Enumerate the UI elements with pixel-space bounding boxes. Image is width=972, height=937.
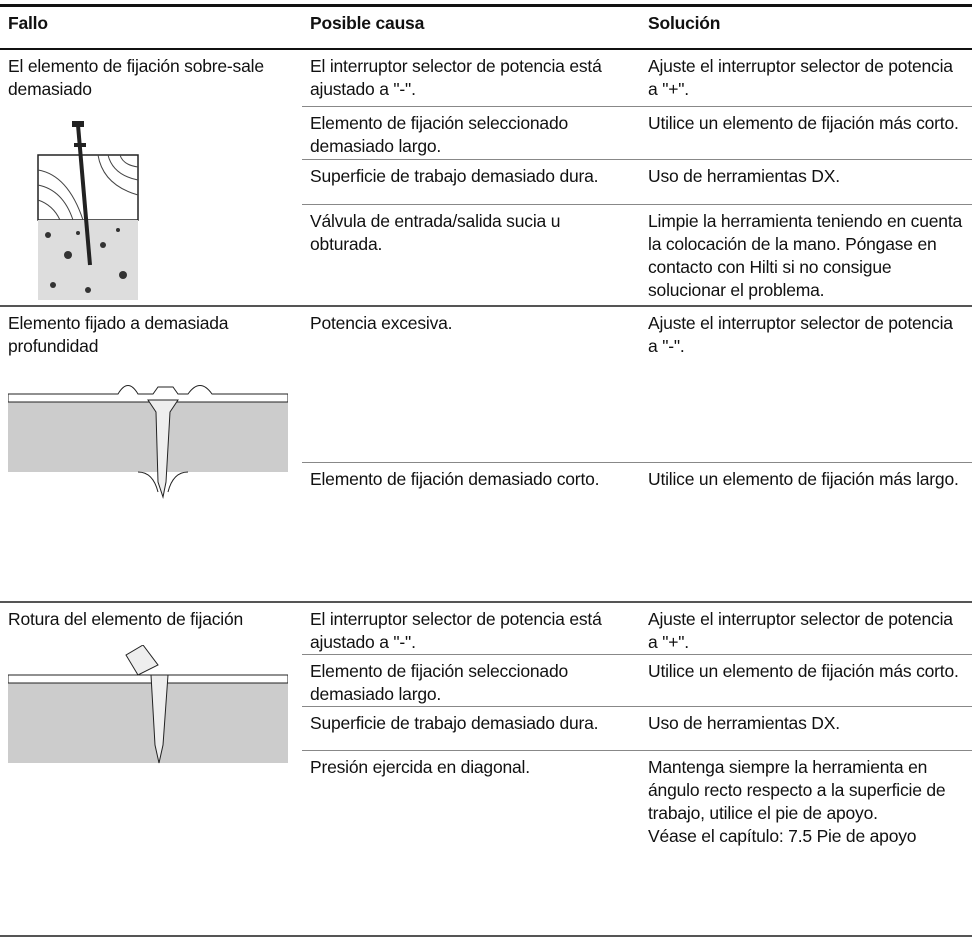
cause-cell: Superficie de trabajo demasiado dura. bbox=[302, 159, 640, 206]
illustration bbox=[8, 385, 288, 499]
solution-text: Utilice un elemento de fijación más cort… bbox=[648, 112, 959, 133]
cause-cell: El interruptor selector de potencia está… bbox=[302, 602, 640, 655]
header-cell: Fallo bbox=[0, 5, 302, 50]
cause-text: Potencia excesiva. bbox=[310, 313, 453, 333]
header-cell: Posible causa bbox=[302, 5, 640, 50]
solution-cell: Ajuste el interruptor selector de potenc… bbox=[640, 49, 972, 107]
table-row: Válvula de entrada/salida sucia u obtura… bbox=[0, 204, 972, 308]
fault-cell: Elemento fijado a demasiada profundidad bbox=[0, 306, 302, 603]
solution-cell: Uso de herramientas DX. bbox=[640, 706, 972, 751]
solution-cell: Uso de herramientas DX. bbox=[640, 159, 972, 206]
table-row: Elemento de fijación seleccionado demasi… bbox=[0, 654, 972, 707]
solution-text: Ajuste el interruptor selector de potenc… bbox=[648, 313, 953, 356]
cause-cell: Elemento de fijación seleccionado demasi… bbox=[302, 106, 640, 161]
table-row: Elemento fijado a demasiada profundidad … bbox=[0, 306, 972, 603]
table-row: Superficie de trabajo demasiado dura. Uso… bbox=[0, 159, 972, 206]
table-row: Superficie de trabajo demasiado dura. Uso… bbox=[0, 706, 972, 751]
header-row: Fallo Posible causa Solución bbox=[0, 5, 972, 50]
cause-text: Superficie de trabajo demasiado dura. bbox=[310, 713, 599, 733]
solution-cell: Ajuste el interruptor selector de potenc… bbox=[640, 306, 972, 463]
cause-text: Válvula de entrada/salida sucia u obtura… bbox=[310, 211, 561, 255]
cause-text: El interruptor selector de potencia está… bbox=[310, 609, 602, 652]
illustration bbox=[37, 121, 139, 300]
solution-text: Utilice un elemento de fijación más cort… bbox=[648, 661, 959, 681]
cause-text: Elemento de fijación demasiado corto. bbox=[310, 468, 600, 489]
solution-cell: Ajuste el interruptor selector de potenc… bbox=[640, 602, 972, 655]
solution-cell: Utilice un elemento de fijación más cort… bbox=[640, 654, 972, 707]
solution-text: Uso de herramientas DX. bbox=[648, 713, 840, 733]
table-row: Elemento de fijación seleccionado demasi… bbox=[0, 106, 972, 161]
table-body: El elemento de fijación sobre-sale demas… bbox=[0, 49, 972, 937]
solution-cell: Utilice un elemento de fijación más cort… bbox=[640, 106, 972, 161]
cause-text: Superficie de trabajo demasiado dura. bbox=[310, 166, 599, 187]
cause-text: Elemento de fijación seleccionado demasi… bbox=[310, 661, 569, 704]
cause-cell: El interruptor selector de potencia está… bbox=[302, 49, 640, 107]
solution-text: Limpie la herramienta teniendo en cuenta… bbox=[648, 211, 963, 301]
cause-text: Presión ejercida en diagonal. bbox=[310, 757, 530, 777]
fault-text: El elemento de fijación sobre-sale demas… bbox=[8, 56, 264, 99]
page: Fallo Posible causa Solución El elemento… bbox=[0, 4, 972, 937]
cause-text: Elemento de fijación seleccionado demasi… bbox=[310, 112, 569, 156]
illustration bbox=[8, 645, 288, 764]
fault-cell: Rotura del elemento de fijación bbox=[0, 602, 302, 937]
solution-text: Ajuste el interruptor selector de potenc… bbox=[648, 56, 953, 99]
cause-cell: Elemento de fijación seleccionado demasi… bbox=[302, 654, 640, 707]
solution-cell: Utilice un elemento de fijación más larg… bbox=[640, 462, 972, 603]
header-cell: Solución bbox=[640, 5, 972, 50]
fault-text: Rotura del elemento de fijación bbox=[8, 609, 244, 629]
solution-text: Utilice un elemento de fijación más larg… bbox=[648, 468, 959, 489]
troubleshooting-table: Fallo Posible causa Solución El elemento… bbox=[0, 4, 972, 937]
table-row: Elemento de fijación demasiado corto. Uti… bbox=[0, 462, 972, 603]
table-row: Rotura del elemento de fijación El inter… bbox=[0, 602, 972, 937]
solution-note: Véase el capítulo: 7.5 Pie de apoyo bbox=[648, 826, 917, 846]
cause-cell: Válvula de entrada/salida sucia u obtura… bbox=[302, 204, 640, 308]
fault-cell: El elemento de fijación sobre-sale demas… bbox=[0, 49, 302, 307]
cause-cell: Superficie de trabajo demasiado dura. bbox=[302, 706, 640, 751]
solution-text: Mantenga siempre la herramienta en ángul… bbox=[648, 757, 946, 823]
solution-cell: Mantenga siempre la herramienta en ángul… bbox=[640, 750, 972, 937]
cause-cell: Elemento de fijación demasiado corto. bbox=[302, 462, 640, 603]
fault-text: Elemento fijado a demasiada profundidad bbox=[8, 313, 229, 356]
cause-cell: Presión ejercida en diagonal. bbox=[302, 750, 640, 937]
solution-text: Ajuste el interruptor selector de potenc… bbox=[648, 609, 953, 652]
solution-cell: Limpie la herramienta teniendo en cuenta… bbox=[640, 204, 972, 308]
solution-text: Uso de herramientas DX. bbox=[648, 166, 840, 187]
cause-text: El interruptor selector de potencia está… bbox=[310, 56, 602, 99]
table-row: El elemento de fijación sobre-sale demas… bbox=[0, 49, 972, 307]
cause-cell: Potencia excesiva. bbox=[302, 306, 640, 463]
